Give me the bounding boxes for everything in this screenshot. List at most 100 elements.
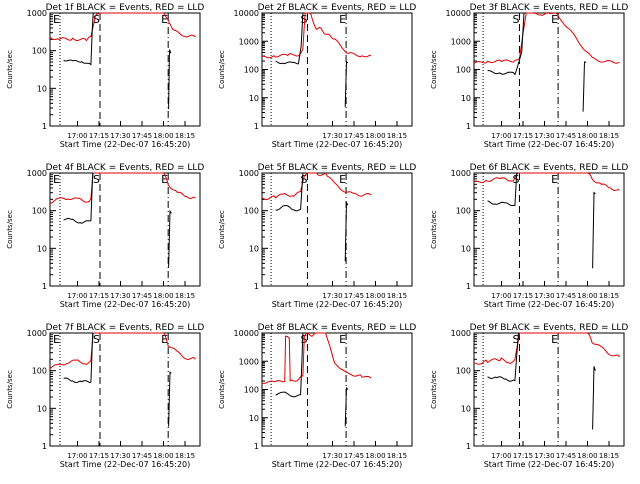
marker-label: S: [93, 13, 100, 26]
y-tick-label: 1000: [239, 37, 259, 46]
events-series-line: [275, 332, 304, 398]
x-tick-label: 18:00: [153, 132, 173, 140]
events-series-line: [344, 200, 349, 262]
x-tick-label: 17:30: [322, 292, 342, 300]
y-axis-label: Counts/sec: [430, 50, 438, 89]
events-series-line: [63, 332, 94, 384]
marker-label: E: [161, 13, 168, 26]
x-tick-label: 17:00: [67, 452, 87, 460]
x-tick-label: 17:45: [344, 452, 364, 460]
y-tick-label: 10: [249, 244, 259, 253]
events-series-line: [487, 332, 519, 382]
events-series-line: [344, 60, 349, 108]
x-tick-label: 17:45: [132, 292, 152, 300]
detector-plot-6: Det 6f BLACK = Events, RED = LLD Counts/s…: [430, 163, 628, 309]
x-tick-label: 18:15: [599, 132, 619, 140]
lld-series-line: [49, 332, 196, 370]
y-tick-label: 10: [37, 244, 47, 253]
lld-series-line: [262, 12, 372, 59]
lld-series-line: [473, 172, 620, 192]
x-tick-label: 18:15: [599, 452, 619, 460]
x-axis-label: Start Time (22-Dec-07 16:45:20): [60, 140, 191, 149]
x-tick-label: 17:00: [491, 292, 511, 300]
y-tick-label: 1000: [451, 37, 471, 46]
lld-series-line: [261, 332, 372, 384]
events-series-line: [168, 209, 172, 268]
y-tick-label: 1: [42, 122, 47, 131]
x-tick-label: 17:15: [89, 292, 109, 300]
detector-plot-8: Det 8f BLACK = Events, RED = LLD Counts/s…: [218, 323, 416, 469]
x-tick-label: 18:00: [365, 452, 385, 460]
events-series-line: [168, 49, 172, 110]
plot-frame: [261, 332, 413, 447]
plot-frame: [473, 12, 625, 127]
x-tick-label: 17:30: [322, 452, 342, 460]
events-series-line: [63, 172, 94, 224]
y-tick-label: 10: [249, 414, 259, 423]
y-tick-label: 1: [254, 442, 259, 451]
events-series-line: [344, 386, 349, 427]
x-tick-label: 18:00: [577, 132, 597, 140]
y-axis-label: Counts/sec: [6, 370, 14, 409]
events-series-line: [487, 12, 525, 76]
x-tick-label: 17:45: [556, 452, 576, 460]
x-tick-label: 17:45: [344, 292, 364, 300]
y-axis-label: Counts/sec: [218, 210, 226, 249]
x-tick-label: 17:30: [322, 132, 342, 140]
y-tick-label: 100: [456, 207, 471, 216]
y-tick-label: 100: [32, 47, 47, 56]
marker-label: E: [161, 333, 168, 346]
x-axis-label: Start Time (22-Dec-07 16:45:20): [272, 460, 403, 469]
x-axis-label: Start Time (22-Dec-07 16:45:20): [60, 460, 191, 469]
y-axis-label: Counts/sec: [218, 370, 226, 409]
lld-series-line: [261, 172, 372, 201]
lld-series-line: [473, 12, 620, 64]
x-tick-label: 17:15: [89, 452, 109, 460]
y-tick-label: 10000: [446, 9, 471, 18]
y-tick-label: 1: [466, 282, 471, 291]
x-tick-label: 18:00: [577, 452, 597, 460]
plot-title: Det 8f BLACK = Events, RED = LLD: [258, 323, 417, 333]
y-axis-label: Counts/sec: [430, 210, 438, 249]
x-tick-label: 17:30: [110, 452, 130, 460]
marker-label: E: [551, 13, 558, 26]
y-tick-label: 10: [249, 94, 259, 103]
y-tick-label: 1000: [27, 9, 47, 18]
plot-title: Det 7f BLACK = Events, RED = LLD: [46, 323, 205, 333]
y-tick-label: 100: [244, 66, 259, 75]
plot-title: Det 2f BLACK = Events, RED = LLD: [258, 3, 417, 13]
y-tick-label: 1000: [451, 329, 471, 338]
x-tick-label: 17:15: [513, 292, 533, 300]
y-tick-label: 100: [244, 207, 259, 216]
marker-label: S: [300, 13, 307, 26]
events-series-line: [275, 172, 304, 212]
plot-title: Det 3f BLACK = Events, RED = LLD: [470, 3, 629, 13]
marker-label: E: [339, 173, 346, 186]
x-tick-label: 17:15: [513, 452, 533, 460]
events-series-line: [487, 172, 518, 207]
x-tick-label: 17:00: [67, 132, 87, 140]
x-tick-label: 18:00: [577, 292, 597, 300]
y-tick-label: 10: [37, 404, 47, 413]
x-axis-label: Start Time (22-Dec-07 16:45:20): [484, 140, 615, 149]
x-axis-label: Start Time (22-Dec-07 16:45:20): [272, 300, 403, 309]
x-tick-label: 18:15: [599, 292, 619, 300]
marker-label: S: [512, 13, 519, 26]
y-tick-label: 1000: [27, 329, 47, 338]
y-tick-label: 1000: [27, 169, 47, 178]
events-series-line: [582, 61, 587, 112]
y-tick-label: 1: [254, 282, 259, 291]
plot-title: Det 5f BLACK = Events, RED = LLD: [258, 163, 417, 173]
detector-plot-4: Det 4f BLACK = Events, RED = LLD Counts/s…: [6, 163, 204, 309]
y-tick-label: 100: [244, 386, 259, 395]
detector-plot-2: Det 2f BLACK = Events, RED = LLD Counts/s…: [218, 3, 416, 149]
marker-label: E: [53, 173, 60, 186]
y-tick-label: 10: [461, 94, 471, 103]
marker-label: E: [161, 173, 168, 186]
y-axis-label: Counts/sec: [6, 50, 14, 89]
x-axis-label: Start Time (22-Dec-07 16:45:20): [272, 140, 403, 149]
x-tick-label: 17:30: [534, 452, 554, 460]
y-tick-label: 10: [37, 84, 47, 93]
marker-label: E: [551, 333, 558, 346]
plot-frame: [261, 172, 413, 287]
